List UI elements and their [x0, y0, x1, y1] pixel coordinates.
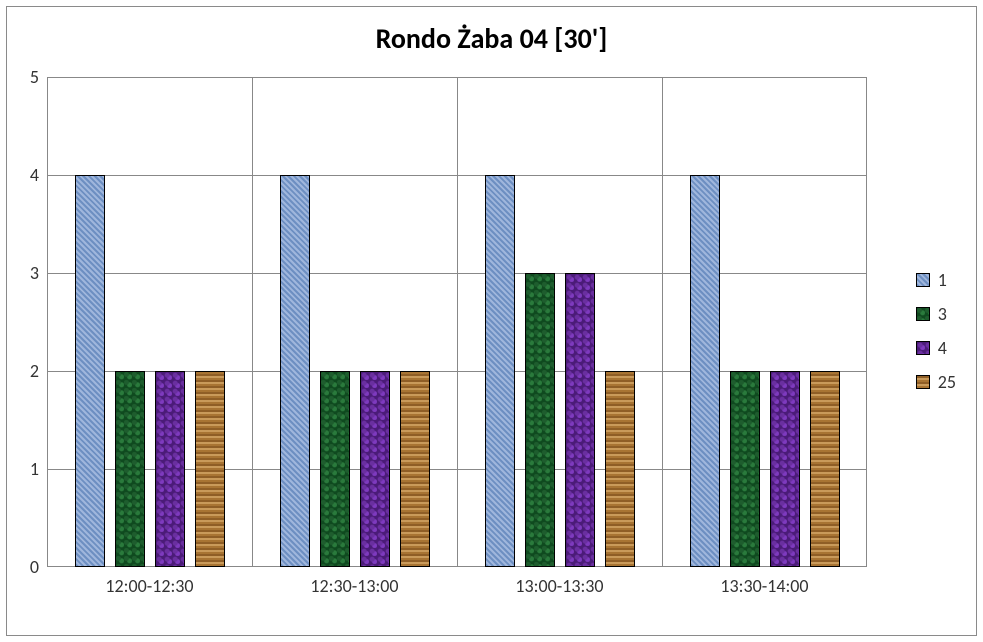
y-axis-tick: 2	[30, 360, 39, 382]
gridline-v	[662, 77, 663, 567]
y-axis-tick: 0	[30, 556, 39, 578]
bar-series-3	[115, 371, 145, 567]
bar-series-25	[810, 371, 840, 567]
bar-series-25	[605, 371, 635, 567]
chart-frame: Rondo Żaba 04 [30'] 01234512:00-12:3012:…	[6, 6, 977, 636]
legend-item: 3	[916, 303, 956, 325]
x-axis-tick: 12:30-13:00	[310, 575, 398, 597]
bar-series-1	[485, 175, 515, 567]
bar-series-4	[360, 371, 390, 567]
legend-item: 4	[916, 337, 956, 359]
bar-series-25	[195, 371, 225, 567]
x-axis-tick: 12:00-12:30	[105, 575, 193, 597]
chart-title: Rondo Żaba 04 [30']	[7, 21, 976, 56]
legend-item: 1	[916, 269, 956, 291]
legend: 1 3 4 25	[916, 257, 956, 405]
gridline-v	[252, 77, 253, 567]
legend-swatch	[916, 273, 930, 287]
legend-label: 1	[938, 269, 947, 291]
legend-item: 25	[916, 371, 956, 393]
bar-series-25	[400, 371, 430, 567]
bar-series-3	[320, 371, 350, 567]
bar-series-1	[690, 175, 720, 567]
legend-swatch	[916, 341, 930, 355]
bar-series-3	[525, 273, 555, 567]
y-axis-tick: 4	[30, 164, 39, 186]
legend-label: 3	[938, 303, 947, 325]
y-axis-tick: 5	[30, 66, 39, 88]
bar-series-4	[565, 273, 595, 567]
legend-swatch	[916, 375, 930, 389]
bar-series-3	[730, 371, 760, 567]
bar-series-1	[280, 175, 310, 567]
bar-series-4	[770, 371, 800, 567]
plot-area: 01234512:00-12:3012:30-13:0013:00-13:301…	[47, 77, 867, 567]
bar-series-1	[75, 175, 105, 567]
gridline-v	[457, 77, 458, 567]
y-axis-tick: 3	[30, 262, 39, 284]
x-axis-tick: 13:00-13:30	[515, 575, 603, 597]
y-axis-tick: 1	[30, 458, 39, 480]
x-axis-tick: 13:30-14:00	[720, 575, 808, 597]
bar-series-4	[155, 371, 185, 567]
legend-swatch	[916, 307, 930, 321]
legend-label: 25	[938, 371, 956, 393]
legend-label: 4	[938, 337, 947, 359]
